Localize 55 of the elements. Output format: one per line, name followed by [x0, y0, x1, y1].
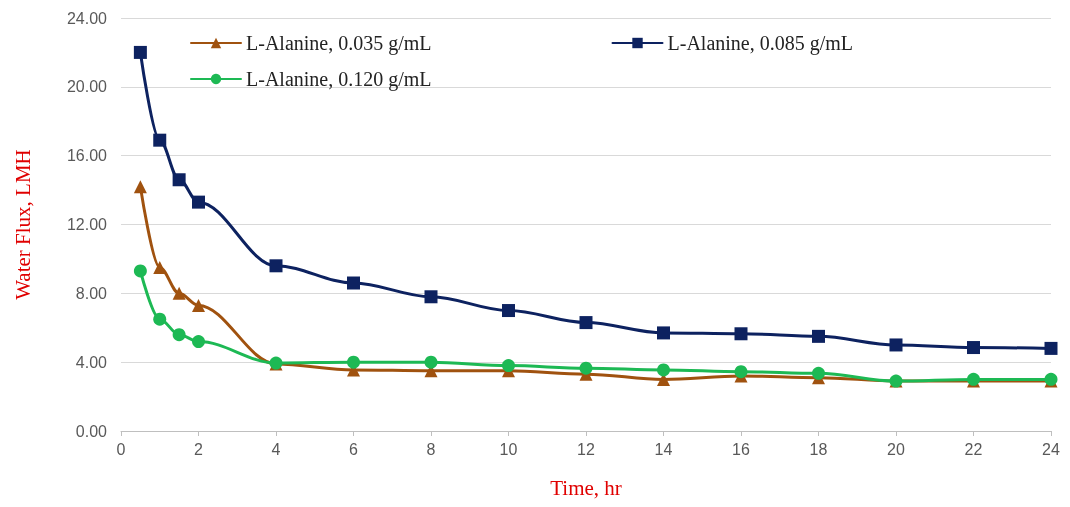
point	[424, 355, 438, 369]
x-tick-label: 6	[349, 440, 359, 458]
point	[734, 327, 748, 341]
y-tick-label: 0.00	[75, 422, 108, 440]
x-tick-label: 14	[654, 440, 673, 458]
point	[579, 316, 593, 330]
x-tick-label: 2	[194, 440, 204, 458]
point	[133, 180, 147, 194]
point	[192, 335, 205, 349]
y-tick-label: 4.00	[75, 353, 108, 371]
x-tick-label: 4	[271, 440, 281, 458]
point	[133, 45, 147, 59]
x-tick-label: 12	[577, 440, 595, 458]
point	[967, 341, 980, 355]
point	[172, 173, 186, 187]
x-tick-label: 22	[964, 440, 983, 458]
point	[812, 329, 825, 343]
y-tick-label: 12.00	[66, 216, 108, 233]
y-tick-label: 8.00	[75, 284, 108, 302]
point	[502, 304, 515, 318]
point	[579, 361, 593, 375]
point	[133, 264, 147, 278]
point	[889, 338, 903, 352]
x-axis-title: Time, hr	[550, 475, 622, 500]
point	[172, 328, 186, 342]
point	[657, 363, 670, 377]
x-tick-label: 8	[426, 440, 436, 458]
y-tick-label: 24.00	[66, 9, 108, 27]
legend-label: L-Alanine, 0.120 g/mL	[246, 68, 432, 91]
point	[347, 355, 360, 369]
x-tick-label: 18	[809, 440, 828, 458]
y-tick-label: 16.00	[66, 147, 108, 165]
point	[192, 298, 205, 312]
x-tick-label: 0	[116, 440, 126, 458]
point	[502, 359, 515, 373]
point	[424, 290, 438, 304]
point	[734, 365, 748, 379]
point	[812, 366, 825, 380]
point	[153, 133, 167, 147]
y-axis-title: Water Flux, LMH	[10, 149, 35, 300]
legend-label: L-Alanine, 0.085 g/mL	[667, 32, 854, 55]
y-tick-label: 20.00	[66, 78, 108, 96]
legend-label: L-Alanine, 0.035 g/mL	[246, 32, 432, 55]
point	[153, 312, 167, 326]
point	[347, 276, 360, 290]
point	[269, 259, 283, 273]
x-tick-label: 10	[499, 440, 518, 458]
x-tick-label: 16	[732, 440, 750, 458]
point	[172, 286, 186, 300]
x-tick-label: 20	[887, 440, 905, 458]
point	[192, 195, 205, 209]
point	[153, 261, 167, 275]
point	[1044, 341, 1058, 355]
point	[657, 326, 670, 340]
x-tick-label: 24	[1042, 440, 1060, 458]
